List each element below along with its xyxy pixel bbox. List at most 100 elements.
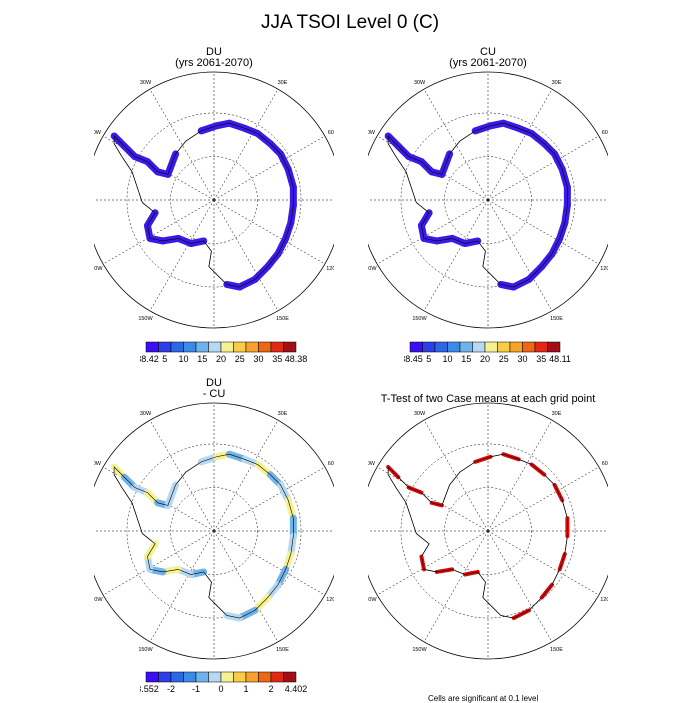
colorbar-swatch xyxy=(447,341,461,353)
coastline xyxy=(113,453,294,619)
latitude-circle xyxy=(444,487,532,575)
panel-diff-title: DU - CU xyxy=(114,378,314,400)
longitude-label: 30E xyxy=(552,411,562,417)
colorbar-swatch xyxy=(434,341,448,353)
meridian-line xyxy=(213,199,279,311)
latitude-circle xyxy=(400,112,576,288)
longitude-label: 150E xyxy=(550,647,563,653)
colorbar-diff: -3.552 -2 -1 0 1 2 4.402 xyxy=(140,671,308,694)
map-du: 030E60E90E120E150E180150W120W90W60W30W xyxy=(94,71,334,329)
meridian-line xyxy=(377,466,489,532)
panel-cu-title-line2: (yrs 2061-2070) xyxy=(449,57,527,69)
colorbar-swatch xyxy=(183,671,197,683)
coastline xyxy=(387,453,568,619)
figure-title: JJA TSOI Level 0 (C) xyxy=(260,12,440,33)
latitude-circle xyxy=(170,156,258,244)
longitude-label: 30W xyxy=(414,411,426,417)
colorbar-swatch xyxy=(158,671,172,683)
meridian-line xyxy=(213,530,325,596)
colorbar-label: 20 xyxy=(216,354,226,364)
longitude-label: 30E xyxy=(552,80,562,86)
colorbar-label: 25 xyxy=(499,354,509,364)
latitude-circle xyxy=(444,156,532,244)
meridian-line xyxy=(213,530,279,642)
longitude-label: 60W xyxy=(368,130,376,136)
colorbar-swatch xyxy=(270,341,284,353)
panel-diff-title-line2: - CU xyxy=(202,388,226,400)
colorbar-swatch xyxy=(208,671,222,683)
meridian-line xyxy=(487,135,599,201)
longitude-label: 150W xyxy=(412,647,427,653)
meridian-line xyxy=(423,199,489,311)
longitude-label: 150W xyxy=(412,316,427,322)
colorbar-swatch xyxy=(208,341,222,353)
colorbar-swatch xyxy=(283,341,297,353)
meridian-line xyxy=(487,199,553,311)
significance-footnote: Cells are significant at 0.1 level xyxy=(428,694,539,703)
longitude-label: 30W xyxy=(414,80,426,86)
longitude-label: 120W xyxy=(94,597,103,603)
colorbar-swatch xyxy=(409,341,423,353)
longitude-label: 30E xyxy=(278,80,288,86)
colorbar-swatch xyxy=(547,341,561,353)
colorbar-label: 35 xyxy=(536,354,546,364)
colorbar-swatch xyxy=(472,341,486,353)
colorbar-label: 35 xyxy=(272,354,282,364)
panel-cu-title: CU (yrs 2061-2070) xyxy=(388,47,588,69)
meridian-line xyxy=(487,199,599,265)
coastline-overlay xyxy=(113,453,294,619)
colorbar-swatch xyxy=(484,341,498,353)
meridian-line xyxy=(213,420,279,532)
colorbar-swatch xyxy=(509,341,523,353)
longitude-label: 30W xyxy=(140,411,152,417)
panel-cu-title-line1: CU xyxy=(480,46,496,58)
panel-du-title: DU (yrs 2061-2070) xyxy=(114,47,314,69)
colorbar-label: 30 xyxy=(253,354,263,364)
colorbar-label: 48.38 xyxy=(285,354,308,364)
map-ttest: 030E60E90E120E150E180150W120W90W60W30W xyxy=(368,402,608,660)
colorbar-label: 30 xyxy=(517,354,527,364)
meridian-line xyxy=(487,530,553,642)
longitude-label: 60W xyxy=(94,461,102,467)
colorbar-swatch xyxy=(422,341,436,353)
panel-ttest-title: T-Test of two Case means at each grid po… xyxy=(338,394,638,405)
colorbar-swatch xyxy=(270,671,284,683)
latitude-circle xyxy=(126,443,302,619)
meridian-line xyxy=(423,530,489,642)
colorbar-label: 4.402 xyxy=(285,684,308,694)
colorbar-swatch xyxy=(195,671,209,683)
meridian-line xyxy=(423,420,489,532)
colorbar-swatch xyxy=(459,341,473,353)
colorbar-swatch xyxy=(233,671,247,683)
colorbar-swatch xyxy=(170,671,184,683)
meridian-line xyxy=(487,530,599,596)
colorbar-label: -38.45 xyxy=(404,354,423,364)
meridian-line xyxy=(149,530,215,642)
latitude-circle xyxy=(400,443,576,619)
map-boundary xyxy=(368,71,608,329)
longitude-label: 60E xyxy=(602,461,608,467)
colorbar-swatch xyxy=(245,671,259,683)
colorbar-swatch xyxy=(183,341,197,353)
longitude-label: 150E xyxy=(276,647,289,653)
meridian-line xyxy=(377,530,489,596)
map-boundary xyxy=(94,71,334,329)
panel-du-title-line1: DU xyxy=(206,46,222,58)
colorbar-label: 5 xyxy=(426,354,431,364)
panel-du-title-line2: (yrs 2061-2070) xyxy=(175,57,253,69)
longitude-label: 120E xyxy=(600,597,608,603)
colorbar-swatch xyxy=(245,341,259,353)
longitude-label: 60E xyxy=(602,130,608,136)
meridian-line xyxy=(103,199,215,265)
colorbar-label: 48.11 xyxy=(549,354,571,364)
meridian-line xyxy=(149,199,215,311)
colorbar-label: 25 xyxy=(235,354,245,364)
colorbar-label: 15 xyxy=(197,354,207,364)
colorbar-label: -2 xyxy=(167,684,175,694)
longitude-label: 120E xyxy=(326,266,334,272)
colorbar-swatch xyxy=(158,341,172,353)
meridian-line xyxy=(213,466,325,532)
meridian-line xyxy=(149,420,215,532)
